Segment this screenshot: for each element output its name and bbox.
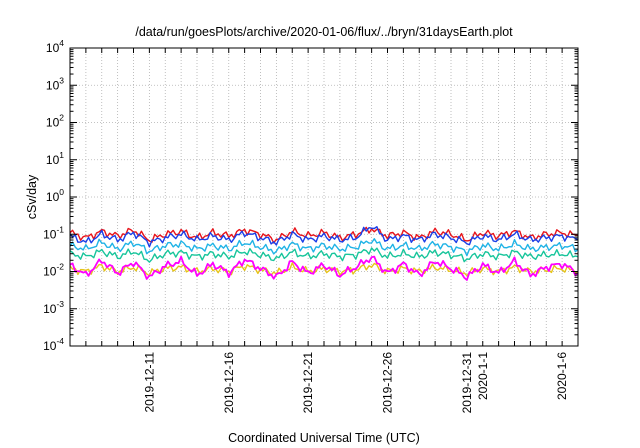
x-tick-label: 2020-1-6 [555, 352, 569, 400]
x-tick-label: 2019-12-21 [301, 352, 315, 414]
x-tick-label: 2019-12-11 [142, 352, 156, 413]
x-tick-label: 2019-12-26 [381, 352, 395, 414]
y-tick-base: 10 [46, 190, 60, 204]
y-tick-base: 10 [43, 302, 57, 316]
x-tick-label: 2020-1-1 [476, 352, 490, 400]
plot-frame [69, 47, 579, 347]
grid [70, 48, 578, 346]
x-tick-label: 2019-12-31 [460, 352, 474, 414]
y-tick-exponent: -3 [56, 299, 64, 309]
x-axis-label: Coordinated Universal Time (UTC) [228, 431, 420, 445]
chart-title: /data/run/goesPlots/archive/2020-01-06/f… [135, 25, 513, 39]
y-tick-label: 102 [46, 113, 64, 130]
y-tick-base: 10 [46, 116, 60, 130]
y-tick-exponent: 2 [59, 113, 64, 123]
y-tick-base: 10 [46, 78, 60, 92]
y-tick-label: 101 [46, 150, 64, 167]
y-tick-exponent: 4 [59, 38, 64, 48]
y-tick-label: 10-4 [43, 336, 64, 353]
y-tick-exponent: -1 [56, 224, 64, 234]
y-tick-base: 10 [43, 227, 57, 241]
y-tick-label: 10-2 [43, 262, 64, 279]
y-tick-exponent: 1 [59, 150, 64, 160]
y-tick-base: 10 [46, 153, 60, 167]
y-tick-exponent: -2 [56, 262, 64, 272]
y-tick-base: 10 [46, 41, 60, 55]
y-tick-label: 100 [46, 187, 64, 204]
y-tick-exponent: 0 [59, 187, 64, 197]
y-axis-label: cSv/day [25, 174, 39, 219]
series-line [69, 238, 579, 257]
y-tick-label: 10-3 [43, 299, 64, 316]
x-tick-label: 2019-12-16 [222, 352, 236, 414]
y-tick-label: 10-1 [43, 224, 64, 241]
y-tick-exponent: -4 [56, 336, 64, 346]
axis-ticks [70, 47, 578, 347]
series-line [69, 255, 579, 281]
y-tick-label: 103 [46, 75, 64, 92]
series-line [69, 226, 579, 248]
y-tick-base: 10 [43, 265, 57, 279]
series-line [69, 247, 579, 263]
y-tick-base: 10 [43, 339, 57, 353]
series-layer [69, 226, 579, 281]
y-tick-label: 104 [46, 38, 64, 55]
y-tick-exponent: 3 [59, 75, 64, 85]
x-tick-labels: 2019-12-11 2019-12-16 2019-12-21 2019-12-26… [142, 352, 569, 414]
